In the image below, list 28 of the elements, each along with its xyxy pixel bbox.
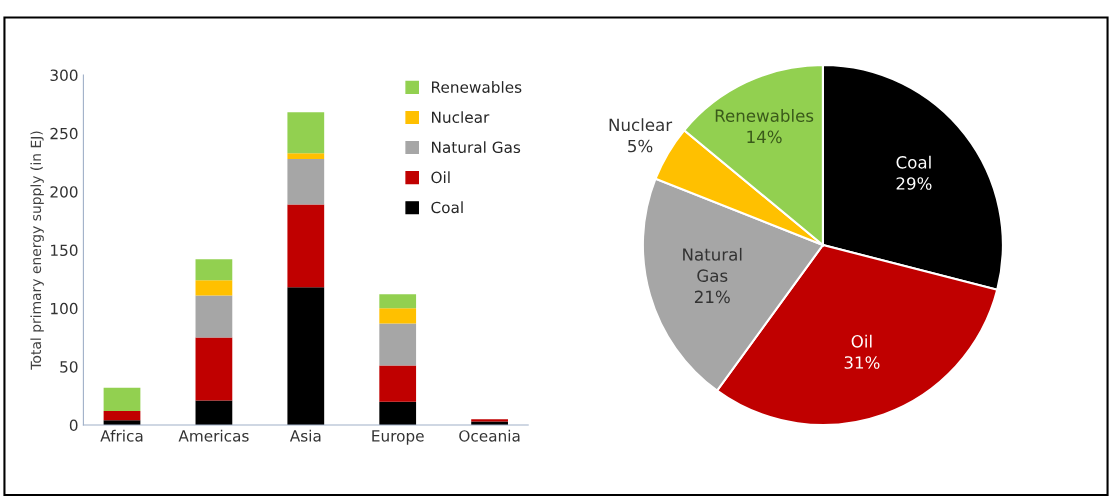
data-label: 29% xyxy=(896,177,932,190)
slice-label: Renewables xyxy=(715,109,814,122)
slice-label: Natural Gas xyxy=(683,247,742,282)
legend-label: Renewables xyxy=(432,81,522,93)
y-tick-label: 100 xyxy=(51,302,78,315)
y-tick-label: 300 xyxy=(50,69,78,82)
slice-label: Coal xyxy=(896,155,931,169)
y-tick-label: 50 xyxy=(60,361,78,373)
data-label: 5% xyxy=(628,139,653,153)
legend-label: Coal xyxy=(431,201,463,214)
data-label: 21% xyxy=(694,290,730,304)
y-tick-label: 250 xyxy=(50,127,78,140)
x-tick-label: Europe xyxy=(372,430,424,445)
data-label: 31% xyxy=(844,356,880,369)
x-tick-label: Americas xyxy=(178,429,249,442)
x-tick-label: Oceania xyxy=(459,429,520,442)
legend-label: Nuclear xyxy=(432,111,490,123)
slice-label: Oil xyxy=(851,334,872,348)
slice-label: Nuclear xyxy=(609,118,673,132)
y-axis-title: Total primary energy supply (in EJ) xyxy=(30,131,44,370)
legend-label: Oil xyxy=(431,171,450,184)
legend-label: Natural Gas xyxy=(432,141,521,154)
y-tick-label: 200 xyxy=(50,186,78,198)
y-tick-label: 0 xyxy=(69,419,78,432)
x-tick-label: Africa xyxy=(100,429,143,442)
data-label: 14% xyxy=(747,130,782,144)
x-tick-label: Asia xyxy=(289,429,321,442)
y-tick-label: 150 xyxy=(51,244,78,257)
